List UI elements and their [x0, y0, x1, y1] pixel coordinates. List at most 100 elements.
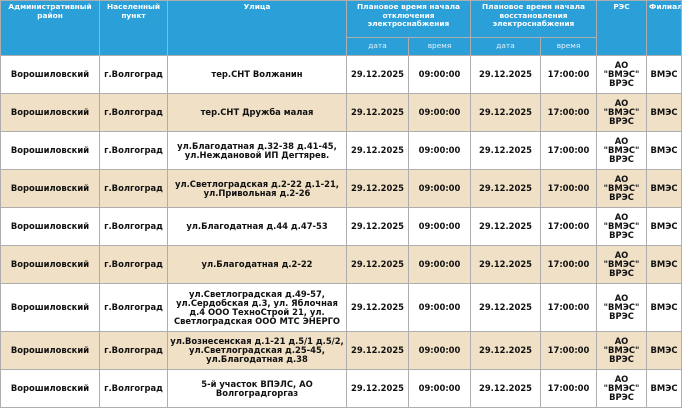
table-body: Ворошиловский г.Волгоград тер.СНТ Волжанин… [0, 55, 682, 408]
cell-street: тер.СНТ Дружба малая [167, 93, 347, 132]
cell-res: АО "ВМЭС" ВРЭС [596, 331, 648, 370]
cell-branch: ВМЭС [646, 331, 682, 370]
cell-on-date: 29.12.2025 [470, 369, 541, 408]
cell-street: ул.Светлоградская д.49-57, ул.Сердобская… [167, 283, 347, 332]
cell-street: тер.СНТ Волжанин [167, 55, 347, 94]
table-row: Ворошиловский г.Волгоград ул.Благодатная д… [0, 131, 682, 170]
cell-branch: ВМЭС [646, 93, 682, 132]
cell-on-date: 29.12.2025 [470, 331, 541, 370]
table-row: Ворошиловский г.Волгоград ул.Благодатная д… [0, 245, 682, 284]
header-restore-start: Плановое время начала восстановления эле… [469, 0, 598, 38]
cell-off-date: 29.12.2025 [346, 169, 409, 208]
cell-street: ул.Светлоградская д.2-22 д.1-21, ул.Прив… [167, 169, 347, 208]
cell-on-time: 17:00:00 [539, 55, 598, 94]
cell-street: 5-й участок ВПЭЛС, АО Волгоградгоргаз [167, 369, 347, 408]
cell-res: АО "ВМЭС" ВРЭС [596, 169, 648, 208]
cell-on-time: 17:00:00 [539, 245, 598, 284]
cell-locality: г.Волгоград [99, 207, 168, 246]
cell-branch: ВМЭС [646, 283, 682, 332]
cell-res: АО "ВМЭС" ВРЭС [596, 207, 648, 246]
table-row: Ворошиловский г.Волгоград ул.Светлоградска… [0, 169, 682, 208]
table-row: Ворошиловский г.Волгоград тер.СНТ Дружба м… [0, 93, 682, 132]
cell-off-time: 09:00:00 [408, 369, 471, 408]
table-row: Ворошиловский г.Волгоград ул.Вознесенская … [0, 331, 682, 370]
cell-off-time: 09:00:00 [408, 169, 471, 208]
header-res: РЭС [596, 0, 648, 56]
cell-branch: ВМЭС [646, 131, 682, 170]
cell-on-time: 17:00:00 [539, 283, 598, 332]
cell-on-time: 17:00:00 [539, 93, 598, 132]
cell-branch: ВМЭС [646, 207, 682, 246]
cell-locality: г.Волгоград [99, 131, 168, 170]
cell-on-time: 17:00:00 [539, 369, 598, 408]
cell-off-time: 09:00:00 [408, 331, 471, 370]
cell-off-date: 29.12.2025 [346, 93, 409, 132]
cell-off-time: 09:00:00 [408, 245, 471, 284]
cell-on-date: 29.12.2025 [470, 207, 541, 246]
cell-off-date: 29.12.2025 [346, 369, 409, 408]
cell-street: ул.Благодатная д.2-22 [167, 245, 347, 284]
cell-res: АО "ВМЭС" ВРЭС [596, 283, 648, 332]
cell-off-time: 09:00:00 [408, 283, 471, 332]
table-row: Ворошиловский г.Волгоград ул.Светлоградска… [0, 283, 682, 332]
header-off-time: время [408, 37, 471, 56]
cell-on-date: 29.12.2025 [470, 169, 541, 208]
cell-district: Ворошиловский [0, 283, 100, 332]
cell-off-date: 29.12.2025 [346, 245, 409, 284]
cell-off-time: 09:00:00 [408, 207, 471, 246]
header-outage-start: Плановое время начала отключения электро… [346, 0, 471, 38]
header-on-date: дата [470, 37, 541, 56]
table-header: Административный район Населенный пункт … [0, 0, 682, 56]
header-branch: Филиал [646, 0, 682, 56]
cell-locality: г.Волгоград [99, 283, 168, 332]
cell-locality: г.Волгоград [99, 55, 168, 94]
cell-off-date: 29.12.2025 [346, 207, 409, 246]
cell-res: АО "ВМЭС" ВРЭС [596, 131, 648, 170]
header-on-time: время [539, 37, 598, 56]
cell-on-time: 17:00:00 [539, 169, 598, 208]
cell-off-date: 29.12.2025 [346, 331, 409, 370]
table-row: Ворошиловский г.Волгоград 5-й участок ВПЭЛ… [0, 369, 682, 408]
cell-res: АО "ВМЭС" ВРЭС [596, 245, 648, 284]
header-street: Улица [167, 0, 347, 56]
cell-district: Ворошиловский [0, 207, 100, 246]
cell-on-date: 29.12.2025 [470, 93, 541, 132]
cell-locality: г.Волгоград [99, 169, 168, 208]
cell-off-time: 09:00:00 [408, 93, 471, 132]
cell-district: Ворошиловский [0, 93, 100, 132]
cell-district: Ворошиловский [0, 369, 100, 408]
cell-street: ул.Вознесенская д.1-21 д.5/1 д.5/2, ул.С… [167, 331, 347, 370]
cell-res: АО "ВМЭС" ВРЭС [596, 93, 648, 132]
cell-locality: г.Волгоград [99, 93, 168, 132]
cell-district: Ворошиловский [0, 331, 100, 370]
cell-on-time: 17:00:00 [539, 207, 598, 246]
cell-branch: ВМЭС [646, 245, 682, 284]
cell-res: АО "ВМЭС" ВРЭС [596, 369, 648, 408]
header-off-date: дата [346, 37, 409, 56]
cell-street: ул.Благодатная д.44 д.47-53 [167, 207, 347, 246]
cell-on-time: 17:00:00 [539, 131, 598, 170]
cell-locality: г.Волгоград [99, 245, 168, 284]
header-locality: Населенный пункт [99, 0, 168, 56]
cell-off-date: 29.12.2025 [346, 131, 409, 170]
cell-on-time: 17:00:00 [539, 331, 598, 370]
cell-on-date: 29.12.2025 [470, 131, 541, 170]
cell-district: Ворошиловский [0, 245, 100, 284]
cell-off-date: 29.12.2025 [346, 283, 409, 332]
cell-locality: г.Волгоград [99, 331, 168, 370]
cell-district: Ворошиловский [0, 55, 100, 94]
cell-res: АО "ВМЭС" ВРЭС [596, 55, 648, 94]
cell-off-time: 09:00:00 [408, 131, 471, 170]
table-row: Ворошиловский г.Волгоград ул.Благодатная д… [0, 207, 682, 246]
cell-branch: ВМЭС [646, 369, 682, 408]
cell-branch: ВМЭС [646, 169, 682, 208]
table-row: Ворошиловский г.Волгоград тер.СНТ Волжанин… [0, 55, 682, 94]
cell-off-time: 09:00:00 [408, 55, 471, 94]
cell-off-date: 29.12.2025 [346, 55, 409, 94]
cell-on-date: 29.12.2025 [470, 245, 541, 284]
cell-on-date: 29.12.2025 [470, 283, 541, 332]
cell-on-date: 29.12.2025 [470, 55, 541, 94]
cell-locality: г.Волгоград [99, 369, 168, 408]
cell-street: ул.Благодатная д.32-38 д.41-45, ул.Нежда… [167, 131, 347, 170]
